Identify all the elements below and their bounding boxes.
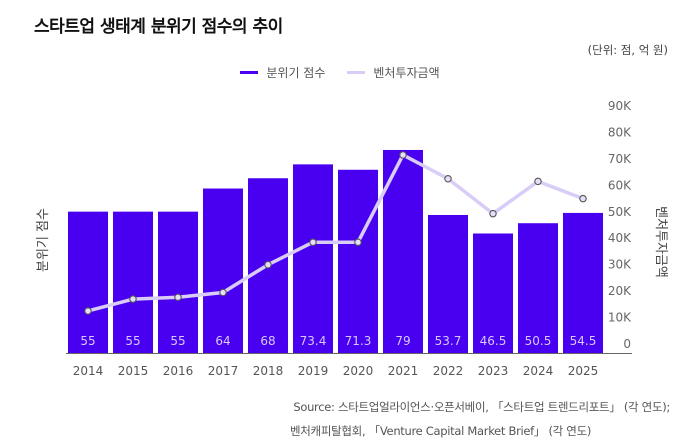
- x-tick-label: 2023: [478, 364, 509, 378]
- right-tick-label: 30K: [608, 258, 632, 272]
- x-tick-label: 2022: [433, 364, 464, 378]
- investment-point-2025[interactable]: [579, 194, 587, 203]
- bar-2014: [68, 211, 108, 353]
- bar-value-label: 55: [170, 334, 185, 348]
- bar-2017: [203, 188, 243, 353]
- x-tick-label: 2017: [208, 364, 239, 378]
- bar-value-label: 53.7: [435, 334, 462, 348]
- bar-value-label: 50.5: [525, 334, 552, 348]
- bar-2019: [293, 164, 333, 353]
- investment-point-2018[interactable]: [264, 260, 272, 269]
- bar-value-label: 55: [80, 334, 95, 348]
- bar-2015: [113, 211, 153, 353]
- bar-2016: [158, 211, 198, 353]
- x-tick-label: 2015: [118, 364, 149, 378]
- right-tick-label: 50K: [608, 205, 632, 219]
- investment-point-2015[interactable]: [129, 295, 137, 303]
- right-tick-label: 10K: [608, 311, 632, 325]
- bar-2024: [518, 223, 558, 353]
- bar-2022: [428, 214, 468, 353]
- investment-point-2014[interactable]: [84, 307, 92, 315]
- x-tick-label: 2024: [523, 364, 554, 378]
- right-tick-label: 20K: [608, 284, 632, 298]
- bar-value-label: 73.4: [300, 334, 327, 348]
- legend: 분위기 점수 벤처투자금액: [0, 64, 680, 81]
- investment-point-2024[interactable]: [534, 177, 542, 186]
- legend-swatch-investment: [347, 71, 366, 74]
- bar-value-label: 79: [395, 334, 410, 348]
- bar-value-label: 64: [215, 334, 230, 348]
- x-tick-label: 2014: [73, 364, 104, 378]
- bar-2020: [338, 169, 378, 353]
- bar-value-label: 71.3: [345, 334, 372, 348]
- right-tick-label: 80K: [608, 125, 632, 139]
- x-tick-label: 2025: [568, 364, 599, 378]
- right-tick-label: 60K: [608, 178, 632, 192]
- investment-point-2016[interactable]: [174, 293, 182, 301]
- investment-point-2019[interactable]: [309, 238, 317, 246]
- legend-label-investment: 벤처투자금액: [373, 66, 440, 80]
- investment-point-2020[interactable]: [354, 238, 362, 246]
- right-tick-label: 90K: [608, 99, 632, 113]
- left-axis-label: 분위기 점수: [36, 208, 51, 272]
- x-tick-label: 2018: [253, 364, 284, 378]
- bar-value-label: 46.5: [480, 334, 507, 348]
- right-tick-label: 40K: [608, 231, 632, 245]
- bar-value-label: 54.5: [570, 334, 597, 348]
- bar-value-label: 55: [125, 334, 140, 348]
- legend-swatch-score: [240, 71, 259, 74]
- legend-label-score: 분위기 점수: [266, 66, 326, 80]
- investment-point-2022[interactable]: [444, 175, 452, 183]
- chart-title: 스타트업 생태계 분위기 점수의 추이: [34, 17, 283, 37]
- x-tick-label: 2021: [388, 364, 419, 378]
- source-line-2: 벤처캐피탈협회, 「Venture Capital Market Brief」 …: [290, 424, 592, 438]
- x-tick-label: 2019: [298, 364, 329, 378]
- legend-item-score[interactable]: 분위기 점수: [240, 64, 325, 81]
- x-tick-label: 2016: [163, 364, 194, 378]
- bar-2025: [563, 212, 603, 353]
- legend-item-investment[interactable]: 벤처투자금액: [347, 64, 440, 81]
- right-tick-label: 0: [623, 337, 631, 351]
- x-tick-label: 2020: [343, 364, 374, 378]
- investment-point-2023[interactable]: [489, 209, 497, 218]
- investment-point-2021[interactable]: [399, 151, 407, 159]
- bar-value-label: 68: [260, 334, 275, 348]
- investment-line: [87, 153, 584, 313]
- bar-2023: [473, 233, 513, 353]
- investment-point-2017[interactable]: [219, 288, 227, 297]
- right-tick-label: 70K: [608, 152, 632, 166]
- right-axis-label: 벤처투자금액: [653, 206, 668, 278]
- source-line-1: Source: 스타트업얼라이언스·오픈서베이, 「스타트업 트렌드리포트」 (…: [293, 400, 670, 414]
- unit-note: (단위: 점, 억 원): [587, 43, 668, 57]
